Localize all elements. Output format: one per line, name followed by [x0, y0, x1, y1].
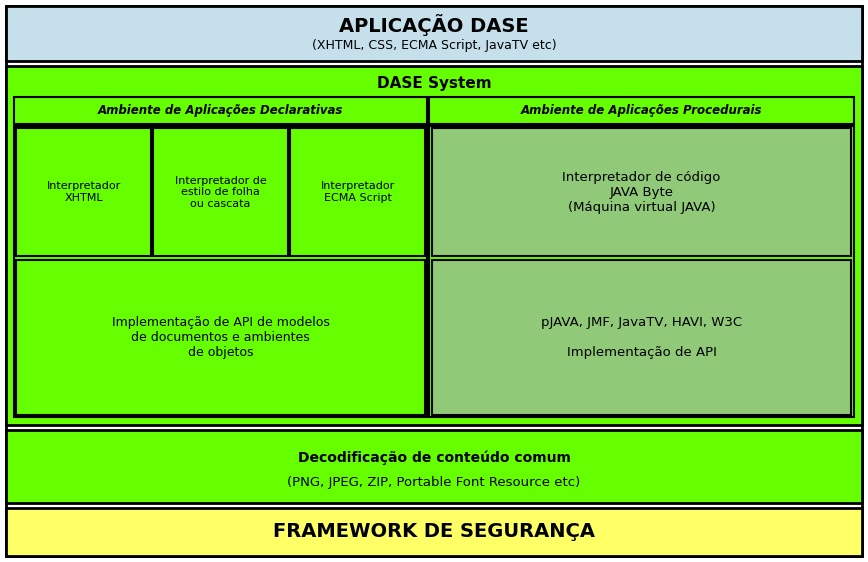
- Bar: [432, 260, 851, 415]
- Bar: [290, 128, 425, 256]
- Bar: [14, 97, 427, 124]
- Bar: [6, 66, 862, 425]
- Text: (XHTML, CSS, ECMA Script, JavaTV etc): (XHTML, CSS, ECMA Script, JavaTV etc): [312, 39, 556, 52]
- Bar: [6, 507, 862, 556]
- Text: FRAMEWORK DE SEGURANÇA: FRAMEWORK DE SEGURANÇA: [273, 523, 595, 541]
- Bar: [16, 260, 425, 415]
- Bar: [14, 126, 427, 418]
- Text: Interpretador
XHTML: Interpretador XHTML: [46, 182, 121, 203]
- Text: Ambiente de Aplicações Declarativas: Ambiente de Aplicações Declarativas: [98, 104, 344, 117]
- Text: Ambiente de Aplicações Procedurais: Ambiente de Aplicações Procedurais: [521, 104, 762, 117]
- Bar: [6, 6, 862, 61]
- Bar: [430, 126, 854, 418]
- Bar: [6, 430, 862, 503]
- Bar: [153, 128, 288, 256]
- Text: Interpretador de código
JAVA Byte
(Máquina virtual JAVA): Interpretador de código JAVA Byte (Máqui…: [562, 171, 720, 214]
- Text: Decodificação de conteúdo comum: Decodificação de conteúdo comum: [298, 450, 570, 465]
- Text: Interpretador
ECMA Script: Interpretador ECMA Script: [320, 182, 395, 203]
- Bar: [430, 97, 854, 124]
- Text: Implementação de API de modelos
de documentos e ambientes
de objetos: Implementação de API de modelos de docum…: [112, 316, 330, 359]
- Bar: [432, 128, 851, 256]
- Text: APLICAÇÃO DASE: APLICAÇÃO DASE: [339, 14, 529, 36]
- Text: Interpretador de
estilo de folha
ou cascata: Interpretador de estilo de folha ou casc…: [174, 175, 266, 209]
- Text: DASE System: DASE System: [377, 76, 491, 91]
- Text: pJAVA, JMF, JavaTV, HAVI, W3C

Implementação de API: pJAVA, JMF, JavaTV, HAVI, W3C Implementa…: [541, 316, 742, 359]
- Text: (PNG, JPEG, ZIP, Portable Font Resource etc): (PNG, JPEG, ZIP, Portable Font Resource …: [287, 476, 581, 489]
- Bar: [16, 128, 151, 256]
